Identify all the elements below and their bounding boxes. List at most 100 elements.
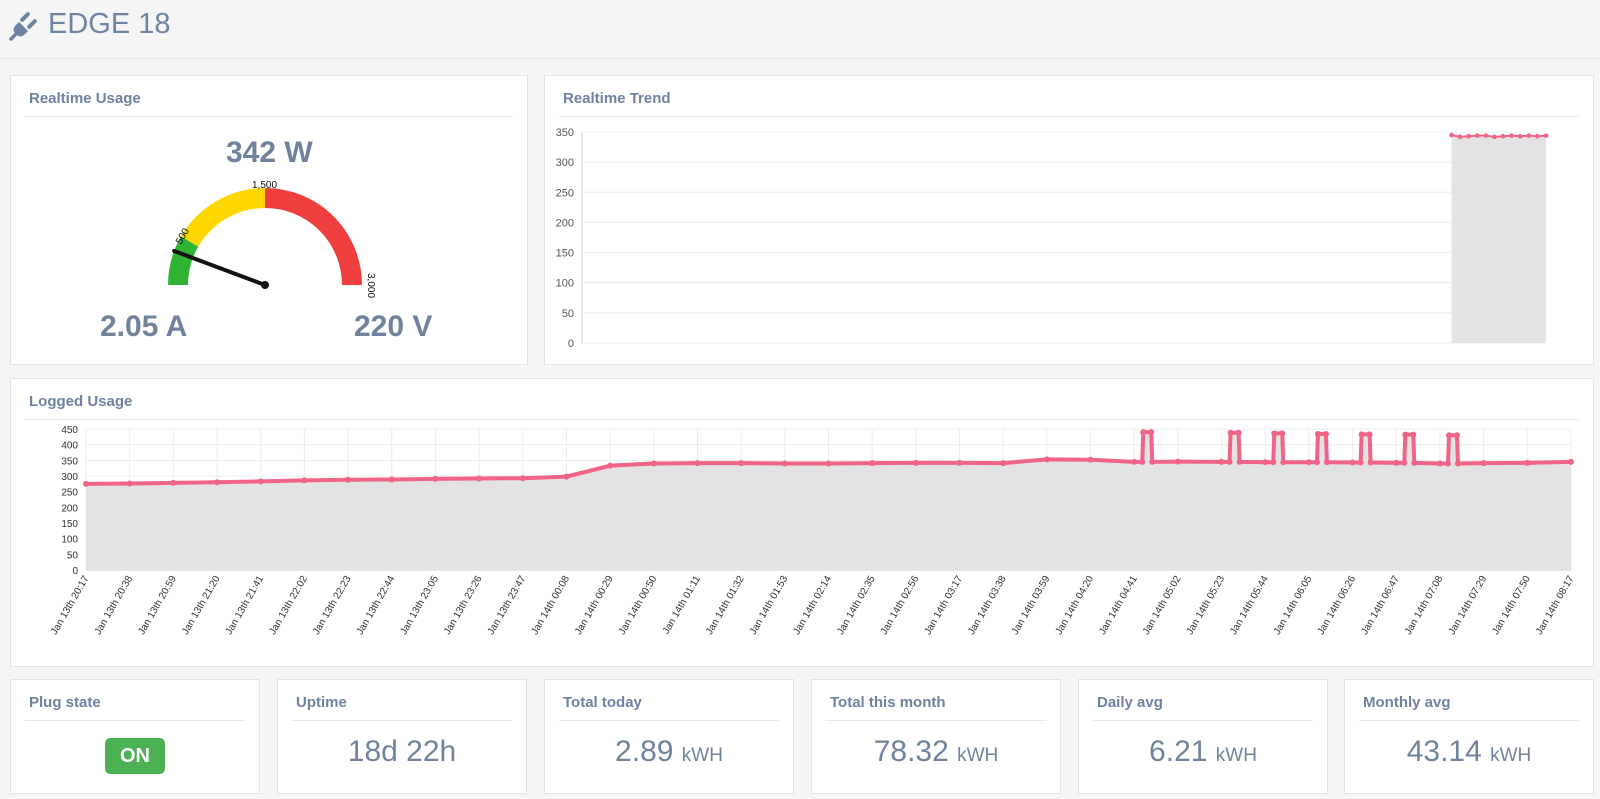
trend-point — [1457, 134, 1463, 140]
stat-uptime: Uptime 18d 22h — [277, 679, 527, 794]
logged-point — [1568, 458, 1574, 465]
y-tick-label: 200 — [556, 217, 574, 229]
y-tick-label: 200 — [61, 503, 78, 514]
logged-point — [83, 480, 89, 487]
gauge-band-high — [264, 188, 362, 286]
logged-point — [1402, 431, 1409, 438]
x-tick-label: Jan 14th 07:08 — [1403, 574, 1446, 637]
logged-point — [1367, 459, 1374, 466]
stat-unit: kWH — [1490, 745, 1532, 766]
x-tick-label: Jan 13th 22:02 — [267, 574, 310, 637]
trend-point — [1474, 133, 1480, 138]
logged-point — [1043, 456, 1050, 463]
x-tick-label: Jan 14th 03:38 — [966, 574, 1009, 637]
y-tick-label: 100 — [556, 278, 574, 290]
logged-point — [1139, 458, 1146, 465]
divider — [292, 720, 512, 721]
logged-point — [476, 475, 483, 482]
logged-point — [1271, 430, 1278, 437]
x-tick-label: Jan 14th 03:17 — [923, 574, 966, 637]
logged-point — [1148, 429, 1155, 436]
x-tick-label: Jan 14th 04:41 — [1097, 574, 1140, 637]
stat-number: 78.32 — [873, 735, 949, 768]
logged-usage-title: Logged Usage — [29, 393, 133, 410]
y-tick-label: 350 — [556, 127, 574, 139]
x-tick-label: Jan 14th 00:08 — [529, 574, 572, 637]
daily-avg-value: 6.21 kWH — [1079, 735, 1327, 769]
y-tick-label: 350 — [61, 456, 78, 467]
realtime-trend-chart: 0 50 100 150 200 250 300 350 — [556, 127, 1549, 350]
logged-point — [1174, 458, 1181, 465]
gauge-label-3000: 3,000 — [365, 273, 376, 298]
realtime-trend-title: Realtime Trend — [563, 90, 671, 107]
trend-point — [1509, 133, 1514, 138]
plug-state-badge[interactable]: ON — [105, 738, 165, 774]
logged-point — [1236, 458, 1243, 465]
x-tick-label: Jan 14th 02:35 — [835, 574, 878, 637]
stat-unit: kWH — [1215, 745, 1257, 766]
logged-point — [607, 462, 614, 469]
x-tick-label: Jan 14th 01:53 — [748, 574, 791, 637]
logged-point — [1349, 459, 1356, 466]
logged-point — [825, 460, 832, 467]
power-value: 342 W — [226, 136, 313, 169]
x-tick-label: Jan 13th 23:26 — [442, 574, 485, 637]
logged-point — [650, 460, 657, 467]
y-tick-label: 150 — [61, 519, 78, 530]
gauge-hub — [261, 281, 269, 289]
x-tick-label: Jan 14th 05:44 — [1228, 574, 1271, 637]
logged-point — [1305, 459, 1312, 466]
logged-point — [1226, 458, 1233, 465]
y-tick-label: 400 — [61, 441, 78, 452]
uptime-value: 18d 22h — [278, 735, 526, 769]
logged-point — [1454, 460, 1461, 467]
stat-monthly-avg: Monthly avg 43.14 kWH — [1344, 679, 1594, 794]
x-tick-label: Jan 13th 20:38 — [93, 574, 136, 637]
logged-point — [1322, 431, 1329, 438]
logged-point — [1000, 460, 1007, 467]
logged-usage-chart: 0 50 100 150 200 250 300 350 400 450 Jan 13th 20:1… — [49, 425, 1577, 637]
y-tick-label: 100 — [61, 535, 78, 546]
stat-title: Uptime — [296, 694, 347, 711]
trend-point — [1483, 133, 1489, 138]
logged-point — [694, 460, 701, 467]
voltage-value: 220 V — [354, 310, 433, 343]
divider — [559, 116, 1579, 117]
y-tick-label: 0 — [568, 338, 574, 350]
trend-point — [1466, 133, 1472, 139]
logged-point — [1149, 458, 1156, 465]
y-tick-label: 250 — [556, 187, 574, 199]
page-header: EDGE 18 — [0, 0, 1600, 59]
logged-point — [956, 459, 963, 466]
trend-line — [1451, 134, 1547, 138]
logged-point — [1436, 460, 1443, 467]
stat-title: Daily avg — [1097, 694, 1163, 711]
trend-point — [1526, 133, 1532, 138]
logged-point — [1140, 429, 1147, 436]
divider — [25, 419, 1579, 420]
logged-area — [86, 432, 1571, 570]
stat-title: Total today — [563, 694, 642, 711]
x-tick-label: Jan 13th 22:44 — [355, 574, 398, 637]
logged-point — [170, 479, 177, 486]
logged-point — [345, 476, 352, 483]
x-tick-label: Jan 14th 00:29 — [573, 574, 616, 637]
stat-number: 6.21 — [1149, 735, 1208, 768]
logged-point — [1131, 458, 1138, 465]
logged-point — [432, 475, 439, 482]
stat-unit: kWH — [681, 745, 723, 766]
logged-point — [301, 477, 308, 484]
logged-usage-panel: Logged Usage 0 50 100 150 200 250 300 350 400 450… — [10, 378, 1594, 667]
logged-point — [912, 459, 919, 466]
gauge-needle — [172, 248, 267, 287]
logged-point — [1313, 459, 1320, 466]
page-title: EDGE 18 — [48, 8, 171, 40]
stat-daily-avg: Daily avg 6.21 kWH — [1078, 679, 1328, 794]
logged-point — [869, 460, 876, 467]
stat-number: 18d 22h — [347, 735, 457, 768]
logged-point — [1358, 431, 1365, 438]
stat-unit: kWH — [957, 745, 999, 766]
realtime-usage-panel: Realtime Usage 342 W 2.05 A 220 V 500 1,… — [10, 75, 528, 365]
divider — [1093, 720, 1313, 721]
realtime-usage-title: Realtime Usage — [29, 90, 141, 107]
